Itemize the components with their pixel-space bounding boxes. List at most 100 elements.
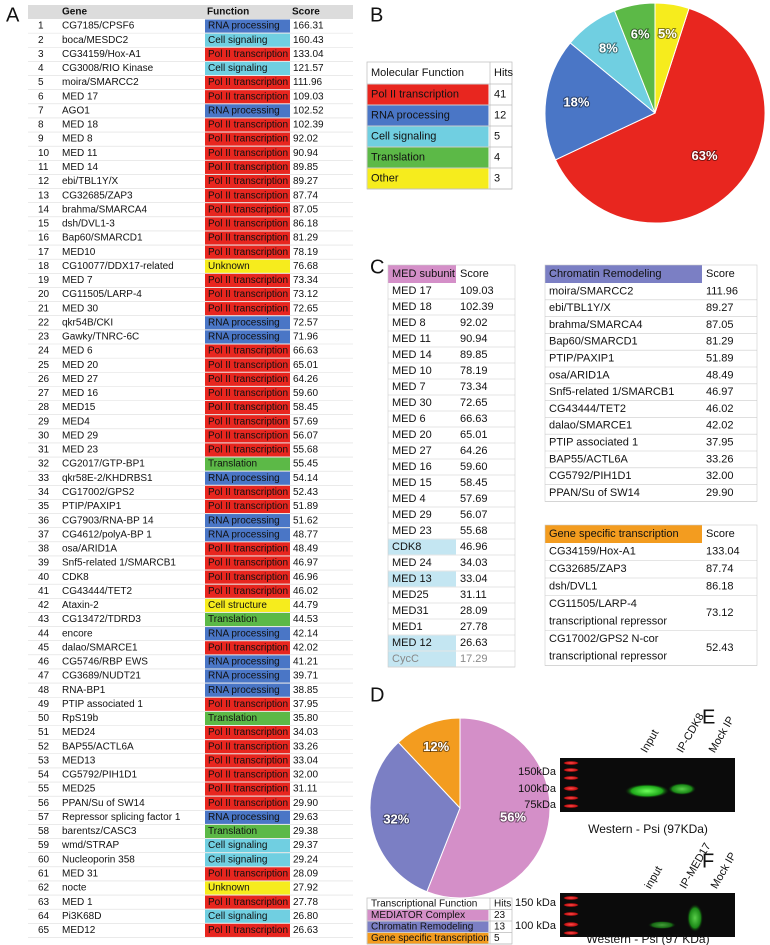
row-number: 57 <box>38 812 50 823</box>
row-number: 9 <box>38 134 44 145</box>
table-header: Transcriptional Function <box>371 898 477 909</box>
score: 51.89 <box>293 501 318 512</box>
function-cell <box>205 655 290 669</box>
score: 41.21 <box>293 657 318 668</box>
score: 52.43 <box>293 487 318 498</box>
hits: 5 <box>494 933 500 944</box>
subunit-name: transcriptional repressor <box>549 651 667 663</box>
row-number: 18 <box>38 261 50 272</box>
score: 46.97 <box>293 558 318 569</box>
subunit-name: MED 23 <box>392 525 432 537</box>
gene-name: MED 27 <box>62 374 99 385</box>
gene-name: dalao/SMARCE1 <box>62 642 138 653</box>
function: Pol II transcription <box>208 303 288 314</box>
row-number: 8 <box>38 120 44 131</box>
row-number: 21 <box>38 303 50 314</box>
highlight-cell <box>388 539 456 555</box>
gene-name: PTIP/PAXIP1 <box>62 501 122 512</box>
score: 87.05 <box>293 204 318 215</box>
score: 56.07 <box>293 430 318 441</box>
category-cell <box>367 84 489 105</box>
gene-name: CG3689/NUDT21 <box>62 671 141 682</box>
gene-name: CG34159/Hox-A1 <box>62 49 141 60</box>
function: RNA processing <box>208 105 280 116</box>
subunit-name: CDK8 <box>392 541 421 553</box>
gene-name: MED 8 <box>62 134 93 145</box>
score: 33.26 <box>293 741 318 752</box>
table-header: MED subunit <box>392 268 455 280</box>
function-cell <box>205 443 290 457</box>
function: Pol II transcription <box>208 247 288 258</box>
subunit-name: CG17002/GPS2 N-cor <box>549 633 659 645</box>
score: 29.38 <box>293 826 318 837</box>
band <box>625 784 669 798</box>
gene-name: MED 30 <box>62 303 99 314</box>
gene-name: MED 7 <box>62 275 93 286</box>
function: Pol II transcription <box>208 120 288 131</box>
table-header-bg <box>545 265 702 283</box>
score: 72.57 <box>293 317 318 328</box>
gene-name: CG7903/RNA-BP 14 <box>62 515 154 526</box>
score: 66.63 <box>460 413 488 425</box>
row-number: 5 <box>38 77 44 88</box>
function: Translation <box>208 459 257 470</box>
row-number: 52 <box>38 741 50 752</box>
slice-label: 18% <box>563 95 589 110</box>
function: Cell signaling <box>208 63 267 74</box>
subunit-name: transcriptional repressor <box>549 616 667 628</box>
row-number: 24 <box>38 346 50 357</box>
score: 52.43 <box>706 642 734 654</box>
function-cell <box>205 358 290 372</box>
score: 78.19 <box>460 365 488 377</box>
score: 42.02 <box>706 420 734 432</box>
gene-name: CG32685/ZAP3 <box>62 190 133 201</box>
lane-label: input <box>643 864 665 891</box>
row-number: 11 <box>38 162 49 173</box>
score: 59.60 <box>293 388 318 399</box>
function: Pol II transcription <box>208 558 288 569</box>
gene-name: Ataxin-2 <box>62 600 99 611</box>
function: Pol II transcription <box>208 219 288 230</box>
category-cell <box>367 126 489 147</box>
score: 51.62 <box>293 515 318 526</box>
gene-name: MED 16 <box>62 388 99 399</box>
function: Pol II transcription <box>208 402 288 413</box>
score: 65.01 <box>293 360 318 371</box>
gene-name: MED 14 <box>62 162 99 173</box>
row-number: 48 <box>38 685 50 696</box>
score: 87.74 <box>293 190 318 201</box>
function: RNA processing <box>208 671 280 682</box>
score: 34.03 <box>293 727 318 738</box>
score: 81.29 <box>293 233 318 244</box>
category-cell <box>367 147 489 168</box>
score: 33.04 <box>293 755 318 766</box>
subunit-name: osa/ARID1A <box>549 369 610 381</box>
score: 28.09 <box>460 605 488 617</box>
category: Translation <box>371 151 425 163</box>
row-number: 47 <box>38 671 50 682</box>
row-number: 34 <box>38 487 50 498</box>
score: 133.04 <box>706 546 740 558</box>
subunit-name: CycC <box>392 653 419 665</box>
category-cell <box>367 168 489 189</box>
hits: 5 <box>494 130 500 142</box>
score: 73.12 <box>706 607 734 619</box>
row-number: 58 <box>38 826 50 837</box>
subunit-name: MED 30 <box>392 397 432 409</box>
table-header-bg <box>545 525 702 543</box>
score: 44.79 <box>293 600 318 611</box>
function-cell <box>205 203 290 217</box>
table-header: Hits <box>494 898 511 909</box>
function: Pol II transcription <box>208 233 288 244</box>
highlight-cell <box>388 571 456 587</box>
function: Pol II transcription <box>208 162 288 173</box>
slice-label: 5% <box>658 26 677 41</box>
function-cell <box>205 47 290 61</box>
row-number: 17 <box>38 247 50 258</box>
band <box>687 904 703 932</box>
function-cell <box>205 457 290 471</box>
subunit-name: CG11505/LARP-4 <box>549 598 637 610</box>
function: Pol II transcription <box>208 741 288 752</box>
function-cell <box>205 556 290 570</box>
